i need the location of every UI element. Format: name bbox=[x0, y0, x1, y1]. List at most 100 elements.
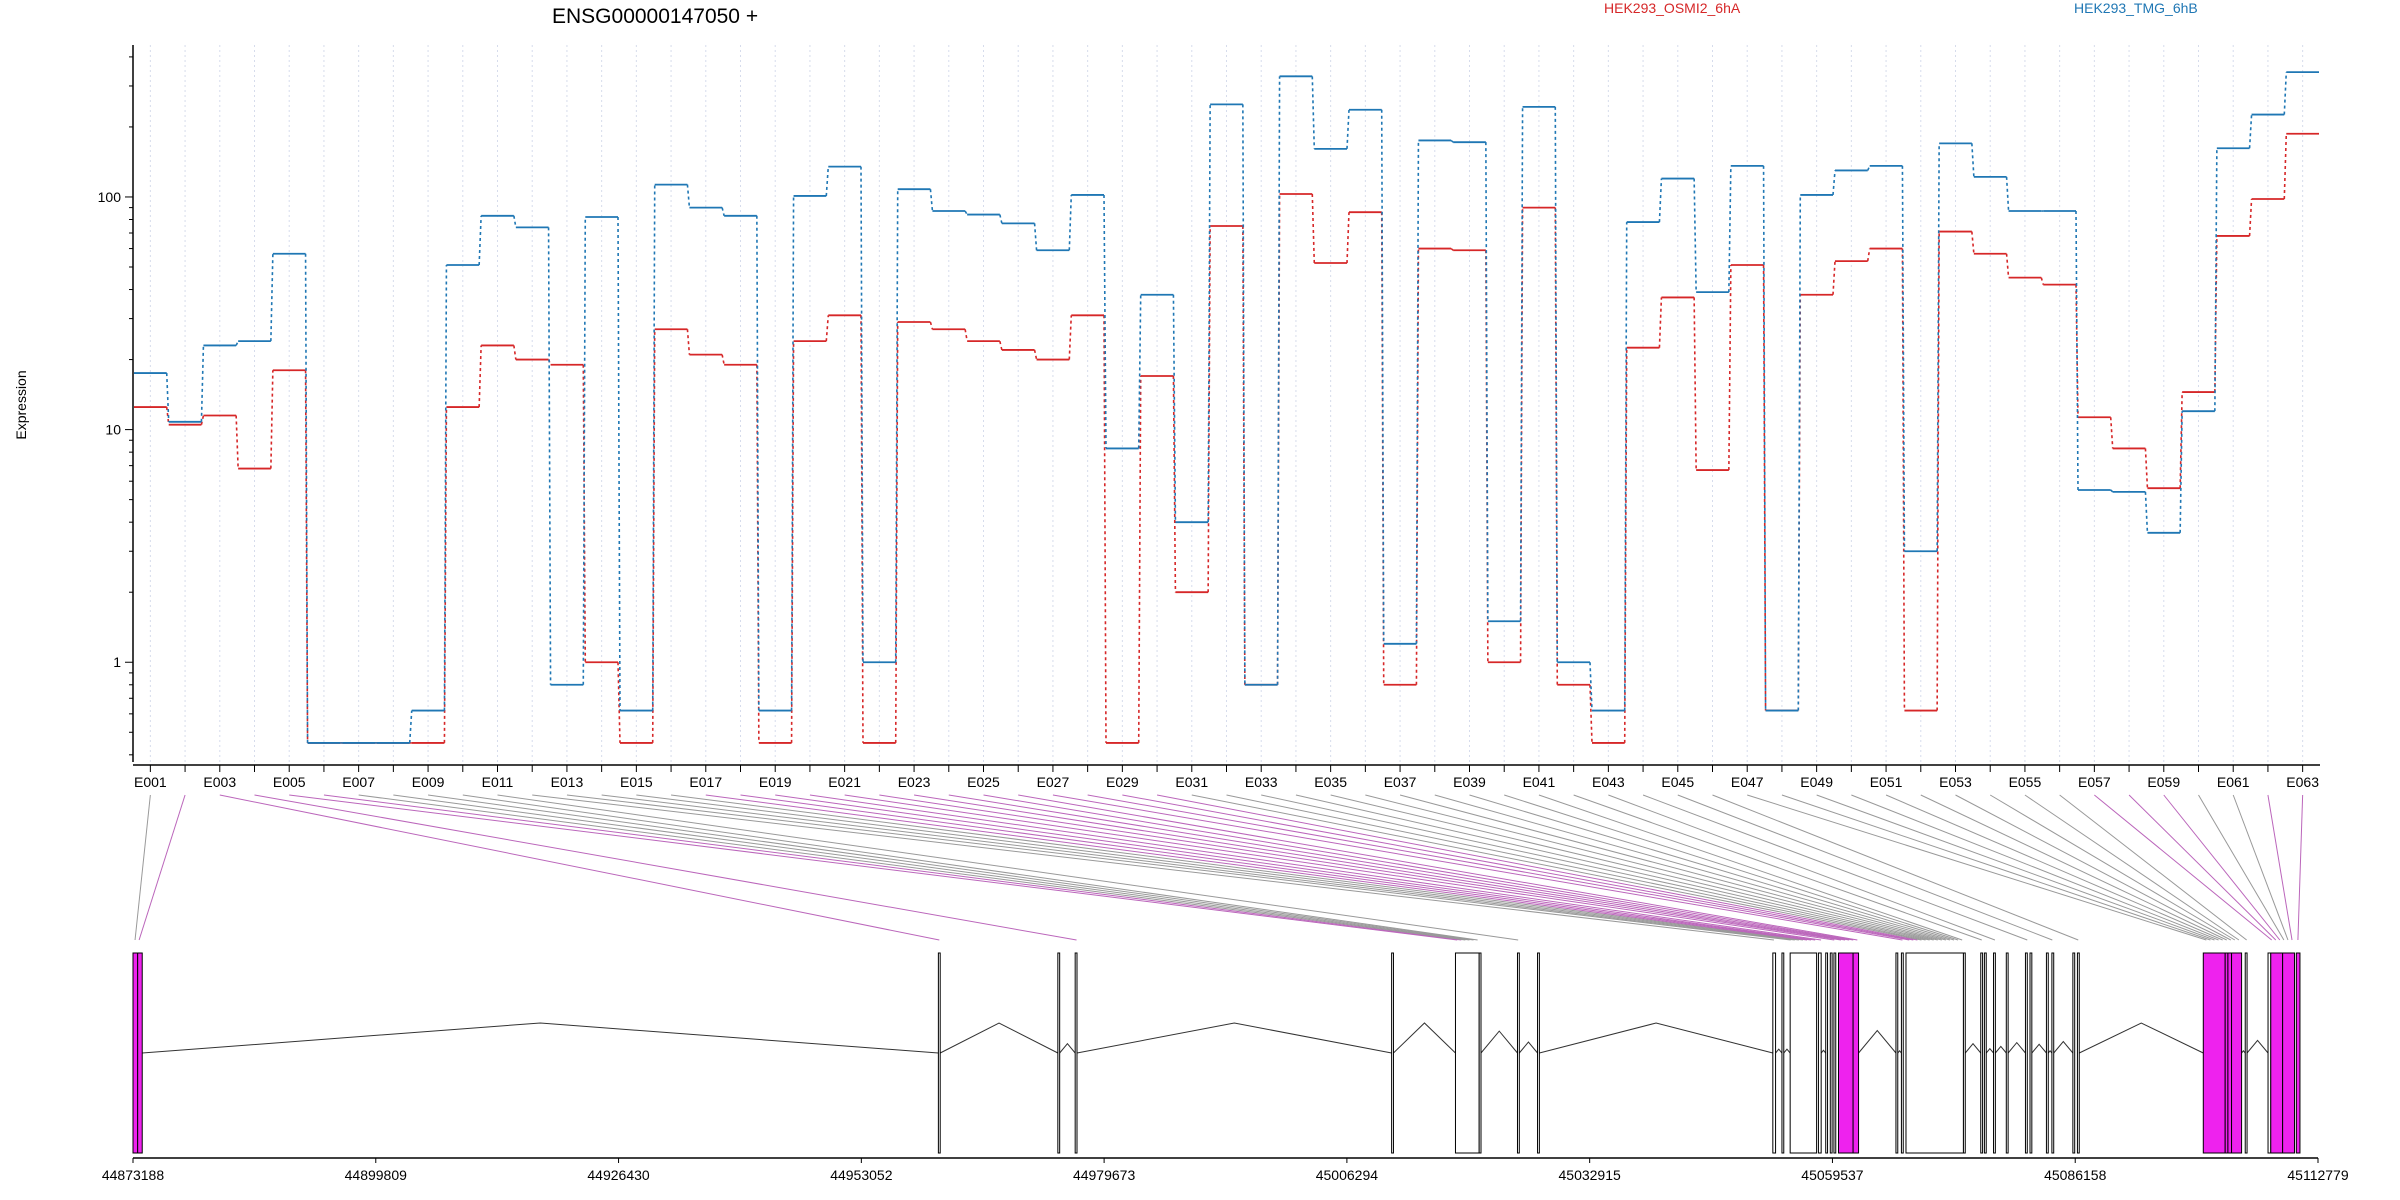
connector-line bbox=[1261, 794, 1930, 941]
series-join bbox=[1797, 194, 1802, 711]
x-tick-label: E025 bbox=[967, 774, 1000, 790]
exon-box bbox=[1825, 952, 1829, 1154]
series-join bbox=[1589, 684, 1593, 743]
series-join bbox=[617, 662, 621, 743]
x-tick-label: E019 bbox=[759, 774, 792, 790]
x-tick-label: E023 bbox=[898, 774, 931, 790]
series-join bbox=[2283, 72, 2288, 115]
genomic-coordinate-label: 44926430 bbox=[587, 1167, 650, 1183]
exon-box bbox=[1829, 952, 1833, 1154]
y-tick-label: 1 bbox=[113, 654, 121, 670]
x-tick-label: E029 bbox=[1106, 774, 1139, 790]
series-join bbox=[1658, 178, 1663, 223]
intron-line bbox=[1393, 1022, 1456, 1054]
series-join bbox=[547, 227, 552, 685]
series-join bbox=[1137, 294, 1142, 449]
x-tick-label: E039 bbox=[1453, 774, 1486, 790]
connector-line bbox=[913, 794, 1846, 941]
x-tick-label: E049 bbox=[1800, 774, 1833, 790]
series-join bbox=[235, 415, 239, 469]
series-join bbox=[1762, 165, 1767, 711]
x-tick-label: E051 bbox=[1870, 774, 1903, 790]
series-join bbox=[1242, 104, 1246, 685]
connector-line bbox=[1052, 794, 1903, 941]
series-join bbox=[686, 184, 691, 208]
intron-line bbox=[142, 1022, 939, 1054]
connector-line bbox=[428, 794, 1474, 941]
exon-box-highlighted bbox=[2282, 952, 2295, 1154]
series-join bbox=[999, 214, 1003, 224]
exon-box bbox=[1895, 952, 1899, 1154]
series-join bbox=[2248, 198, 2253, 236]
connector-line bbox=[323, 794, 1462, 941]
exon-connectors bbox=[134, 794, 2304, 941]
connector-line bbox=[2232, 794, 2289, 941]
exon-box bbox=[2051, 952, 2055, 1154]
series-join bbox=[1346, 212, 1350, 264]
exon-box-highlighted bbox=[2231, 952, 2243, 1154]
intron-line bbox=[1783, 1048, 1791, 1054]
series-join bbox=[2179, 411, 2183, 533]
series-join bbox=[1693, 297, 1697, 471]
exon-box bbox=[1074, 952, 1078, 1154]
series-join bbox=[235, 340, 239, 346]
x-tick-label: E055 bbox=[2009, 774, 2042, 790]
intron-line bbox=[1897, 1050, 1902, 1054]
exon-box bbox=[1900, 952, 1904, 1154]
connector-line bbox=[1156, 794, 1918, 941]
series-join bbox=[1033, 223, 1038, 251]
expression-series bbox=[134, 71, 2319, 744]
series-join bbox=[165, 373, 170, 422]
connector-line bbox=[601, 794, 1795, 941]
connector-line bbox=[2128, 794, 2277, 941]
x-tick-label: E033 bbox=[1245, 774, 1278, 790]
intron-line bbox=[2053, 1040, 2074, 1054]
connector-line bbox=[134, 794, 151, 941]
series-join bbox=[443, 264, 448, 711]
intron-line bbox=[1480, 1030, 1518, 1054]
series-join bbox=[1033, 349, 1038, 360]
x-tick-label: E003 bbox=[203, 774, 236, 790]
x-tick-label: E043 bbox=[1592, 774, 1625, 790]
connector-line bbox=[1712, 794, 2079, 941]
series-join bbox=[1519, 106, 1524, 622]
series-join bbox=[270, 253, 274, 342]
connector-line bbox=[1504, 794, 1959, 941]
connector-line bbox=[1747, 794, 2207, 941]
intron-line bbox=[939, 1022, 1059, 1054]
exon-gridlines bbox=[149, 45, 2304, 765]
series-join bbox=[756, 215, 760, 711]
y-axis: 1 10 100 bbox=[98, 45, 134, 762]
genomic-coordinate-label: 44979673 bbox=[1073, 1167, 1136, 1183]
x-tick-label: E007 bbox=[342, 774, 375, 790]
series-join bbox=[200, 345, 205, 422]
series-group bbox=[134, 71, 2319, 744]
series-join bbox=[270, 370, 274, 469]
series-join bbox=[964, 210, 968, 215]
connector-line bbox=[1469, 794, 1955, 941]
genomic-coordinate-label: 45006294 bbox=[1316, 1167, 1379, 1183]
connector-line bbox=[219, 794, 940, 941]
exon-box bbox=[2005, 952, 2009, 1154]
connector-line bbox=[2267, 794, 2293, 941]
genomic-coordinate-label: 45059537 bbox=[1801, 1167, 1864, 1183]
legend-tmg: HEK293_TMG_6hB bbox=[2074, 0, 2198, 16]
exon-box bbox=[1772, 952, 1777, 1154]
series-join bbox=[2109, 417, 2114, 449]
series-join bbox=[1936, 143, 1940, 552]
exon-box bbox=[1993, 952, 1996, 1154]
series-join bbox=[1554, 106, 1559, 663]
y-tick-label: 10 bbox=[105, 422, 121, 438]
series-join bbox=[1103, 315, 1107, 743]
series-join bbox=[929, 189, 934, 212]
intron-line bbox=[2031, 1043, 2047, 1054]
intron-line bbox=[1985, 1047, 1994, 1054]
series-join bbox=[825, 166, 830, 197]
x-tick-label: E013 bbox=[551, 774, 584, 790]
exon-box bbox=[1391, 952, 1394, 1154]
exon-box-highlighted bbox=[1837, 952, 1854, 1154]
connector-line bbox=[983, 794, 1854, 941]
x-tick-label: E005 bbox=[273, 774, 306, 790]
x-tick-label: E001 bbox=[134, 774, 167, 790]
series-join bbox=[1450, 139, 1454, 143]
